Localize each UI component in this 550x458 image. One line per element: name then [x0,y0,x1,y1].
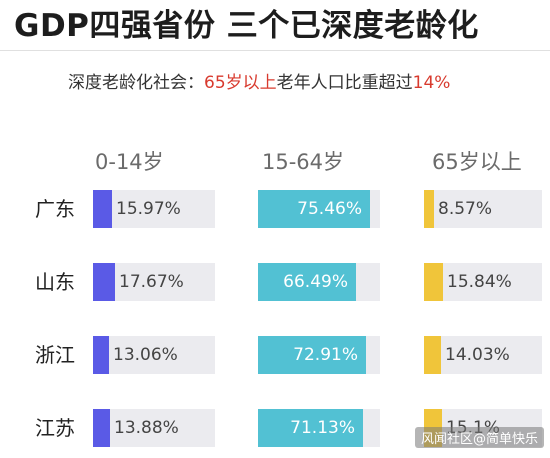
bar-track: 15.84% [424,263,542,301]
data-label: 72.91% [293,345,358,365]
data-label: 75.46% [297,199,362,219]
bar-track: 8.57% [424,190,542,228]
page-title: GDP四强省份 三个已深度老龄化 [14,8,479,44]
data-label: 8.57% [438,199,493,219]
subtitle-highlight-age: 65岁以上 [204,73,277,93]
bar-65plus [424,263,443,301]
column-header-0-14: 0-14岁 [95,150,164,174]
bar-15-64 [258,190,370,228]
column-header-65plus: 65岁以上 [432,150,522,174]
column-header-15-64: 15-64岁 [262,150,345,174]
data-label: 15.97% [116,199,181,219]
bar-0-14 [93,336,109,374]
bar-track: 13.88% [93,409,215,447]
bar-65plus [424,336,441,374]
subtitle-highlight-percent: 14% [412,73,451,93]
bar-65plus [424,190,434,228]
subtitle-prefix: 深度老龄化社会： [68,73,204,93]
bar-track: 66.49% [258,263,380,301]
data-label: 66.49% [283,272,348,292]
subtitle: 深度老龄化社会：65岁以上老年人口比重超过14% [68,70,450,96]
bar-track: 75.46% [258,190,380,228]
bar-track: 14.03% [424,336,542,374]
bar-0-14 [93,263,115,301]
bar-0-14 [93,190,112,228]
bar-track: 13.06% [93,336,215,374]
bar-15-64 [258,409,363,447]
row-label: 广东 [35,197,75,221]
row-label: 浙江 [35,343,75,367]
data-label: 13.88% [114,418,179,438]
bar-15-64 [258,263,356,301]
subtitle-middle: 老年人口比重超过 [276,73,413,93]
title-divider [0,50,550,51]
data-label: 15.84% [447,272,512,292]
bar-15-64 [258,336,366,374]
bar-track: 15.97% [93,190,215,228]
bar-track: 71.13% [258,409,380,447]
row-label: 山东 [35,270,75,294]
data-label: 13.06% [113,345,178,365]
data-label: 14.03% [445,345,510,365]
row-label: 江苏 [35,416,75,440]
bar-0-14 [93,409,110,447]
bar-track: 17.67% [93,263,215,301]
watermark: 风闻社区@简单快乐 [414,427,544,448]
bar-track: 72.91% [258,336,380,374]
data-label: 17.67% [119,272,184,292]
data-label: 71.13% [290,418,355,438]
